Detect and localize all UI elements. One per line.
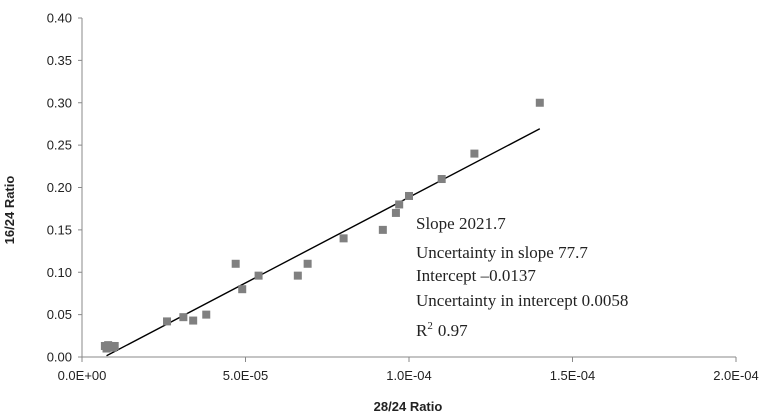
data-point	[189, 316, 198, 325]
y-tick-labels: 0.00 0.05 0.10 0.15 0.20 0.25 0.30 0.35 0.40	[47, 11, 82, 365]
y-tick-label: 0.00	[47, 350, 72, 365]
x-tick-label: 5.0E-05	[223, 368, 269, 383]
y-tick-label: 0.35	[47, 53, 72, 68]
y-tick-label: 0.30	[47, 95, 72, 110]
data-point	[339, 234, 348, 243]
data-point	[405, 191, 413, 200]
data-point	[391, 208, 400, 217]
data-point	[231, 259, 240, 268]
x-tick-label: 2.0E-04	[713, 368, 759, 383]
data-point	[202, 310, 211, 319]
data-point	[254, 271, 263, 280]
y-tick-label: 0.40	[47, 11, 72, 26]
x-tick-label: 1.0E-04	[386, 368, 432, 383]
r2-label: R	[416, 321, 428, 340]
y-tick-label: 0.20	[47, 180, 72, 195]
x-tick-label: 0.0E+00	[58, 368, 107, 383]
data-point	[238, 285, 247, 294]
annotation-intercept: Intercept –0.0137	[416, 266, 536, 285]
annotation-intercept-uncertainty: Uncertainty in intercept 0.0058	[416, 291, 628, 310]
annotation-r-squared: R2 0.97	[416, 320, 468, 340]
y-tick-label: 0.25	[47, 138, 72, 153]
data-point	[535, 98, 544, 107]
data-point	[163, 317, 172, 326]
x-tick-label: 1.5E-04	[550, 368, 596, 383]
fit-line	[106, 128, 541, 357]
data-points	[100, 98, 544, 353]
x-tick-labels: 0.0E+00 5.0E-05 1.0E-04 1.5E-04 2.0E-04	[58, 357, 759, 383]
data-point	[437, 175, 446, 184]
y-tick-label: 0.10	[47, 265, 72, 280]
fit-line-group	[106, 128, 541, 357]
r2-value: 0.97	[438, 321, 468, 340]
y-tick-label: 0.15	[47, 222, 72, 237]
x-axis-title: 28/24 Ratio	[374, 399, 443, 414]
data-point	[110, 341, 119, 350]
data-point	[378, 225, 387, 234]
axes	[81, 18, 736, 358]
y-axis-title: 16/24 Ratio	[2, 176, 17, 245]
data-point	[303, 259, 312, 268]
y-tick-label: 0.05	[47, 307, 72, 322]
data-point	[470, 149, 479, 158]
annotation-slope-uncertainty: Uncertainty in slope 77.7	[416, 243, 588, 262]
annotation-slope: Slope 2021.7	[416, 214, 506, 233]
r2-exponent: 2	[427, 320, 433, 332]
data-point	[293, 271, 302, 280]
data-point	[395, 200, 404, 209]
data-point	[179, 313, 188, 322]
